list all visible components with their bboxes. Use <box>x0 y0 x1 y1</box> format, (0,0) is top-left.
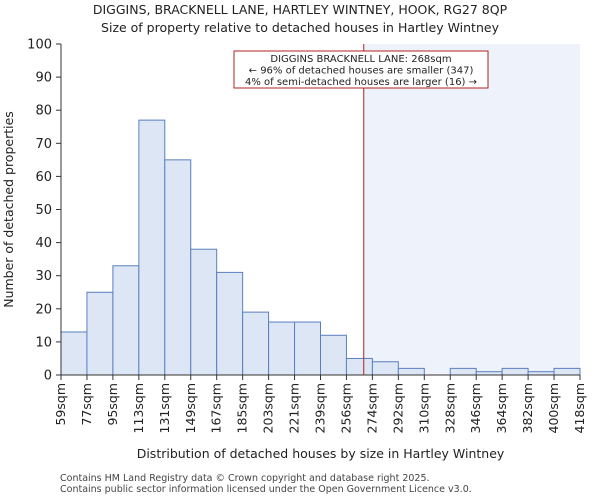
y-tick-label: 50 <box>35 203 52 218</box>
histogram-bar <box>449 367 477 376</box>
histogram-bar <box>86 291 114 376</box>
x-tick-label: 167sqm <box>209 383 224 433</box>
x-tick-label: 400sqm <box>546 383 561 433</box>
histogram-bar <box>190 248 218 376</box>
y-axis-title: Number of detached properties <box>1 111 16 308</box>
x-tick-label: 418sqm <box>572 383 587 433</box>
y-tick-label: 90 <box>35 71 52 86</box>
histogram-bar <box>242 311 270 376</box>
x-tick-label: 77sqm <box>79 383 94 426</box>
x-tick-label: 59sqm <box>53 383 68 426</box>
footer-line-2: Contains public sector information licen… <box>60 484 472 495</box>
y-tick-label: 80 <box>35 104 52 119</box>
histogram-bar <box>216 271 244 376</box>
histogram-bar <box>501 367 529 376</box>
x-tick-label: 203sqm <box>261 383 276 433</box>
y-tick-label: 0 <box>44 369 52 384</box>
histogram-bar <box>345 357 373 376</box>
y-tick-label: 70 <box>35 137 52 152</box>
histogram-bar <box>138 119 166 376</box>
histogram-bar <box>268 321 296 376</box>
x-tick-label: 274sqm <box>364 383 379 433</box>
histogram-bar <box>371 361 399 376</box>
histogram-bar <box>164 159 192 376</box>
y-tick-label: 60 <box>35 170 52 185</box>
histogram-bar <box>112 265 140 376</box>
x-tick-label: 221sqm <box>287 383 302 433</box>
histogram-chart: 0 10 20 30 40 50 60 70 80 90 100 59sqm 77sqm 95sqm 113… <box>1 38 587 462</box>
annotation-line: DIGGINS BRACKNELL LANE: 268sqm <box>270 54 451 65</box>
x-tick-label: 185sqm <box>235 383 250 433</box>
x-tick-label: 346sqm <box>468 383 483 433</box>
y-tick-label: 20 <box>35 302 52 317</box>
x-tick-label: 256sqm <box>338 383 353 433</box>
x-tick-label: 292sqm <box>390 383 405 433</box>
x-tick-label: 239sqm <box>313 383 328 433</box>
x-tick-label: 310sqm <box>416 383 431 433</box>
histogram-bar <box>553 367 581 376</box>
x-axis-title: Distribution of detached houses by size … <box>137 446 505 461</box>
annotation-line: ← 96% of detached houses are smaller (34… <box>249 66 474 77</box>
histogram-bar <box>397 367 425 376</box>
x-tick-label: 95sqm <box>105 383 120 426</box>
x-tick-label: 131sqm <box>157 383 172 433</box>
annotation-line: 4% of semi-detached houses are larger (1… <box>245 77 477 88</box>
histogram-bar <box>320 334 347 376</box>
x-tick-label: 113sqm <box>131 383 146 433</box>
chart-title: DIGGINS, BRACKNELL LANE, HARTLEY WINTNEY… <box>92 2 508 17</box>
y-tick-label: 40 <box>35 236 52 251</box>
x-tick-label: 364sqm <box>494 383 509 433</box>
x-tick-label: 328sqm <box>442 383 457 433</box>
y-tick-label: 10 <box>35 335 52 350</box>
histogram-bar <box>60 331 88 376</box>
chart-subtitle: Size of property relative to detached ho… <box>101 20 499 35</box>
x-tick-label: 149sqm <box>183 383 198 433</box>
larger-region-shade <box>363 44 580 375</box>
x-tick-label: 382sqm <box>520 383 535 433</box>
y-tick-label: 100 <box>27 38 52 53</box>
histogram-bar <box>294 321 321 376</box>
footer-line-1: Contains HM Land Registry data © Crown c… <box>60 473 430 484</box>
y-tick-label: 30 <box>35 269 52 284</box>
annotation-box <box>233 50 489 89</box>
